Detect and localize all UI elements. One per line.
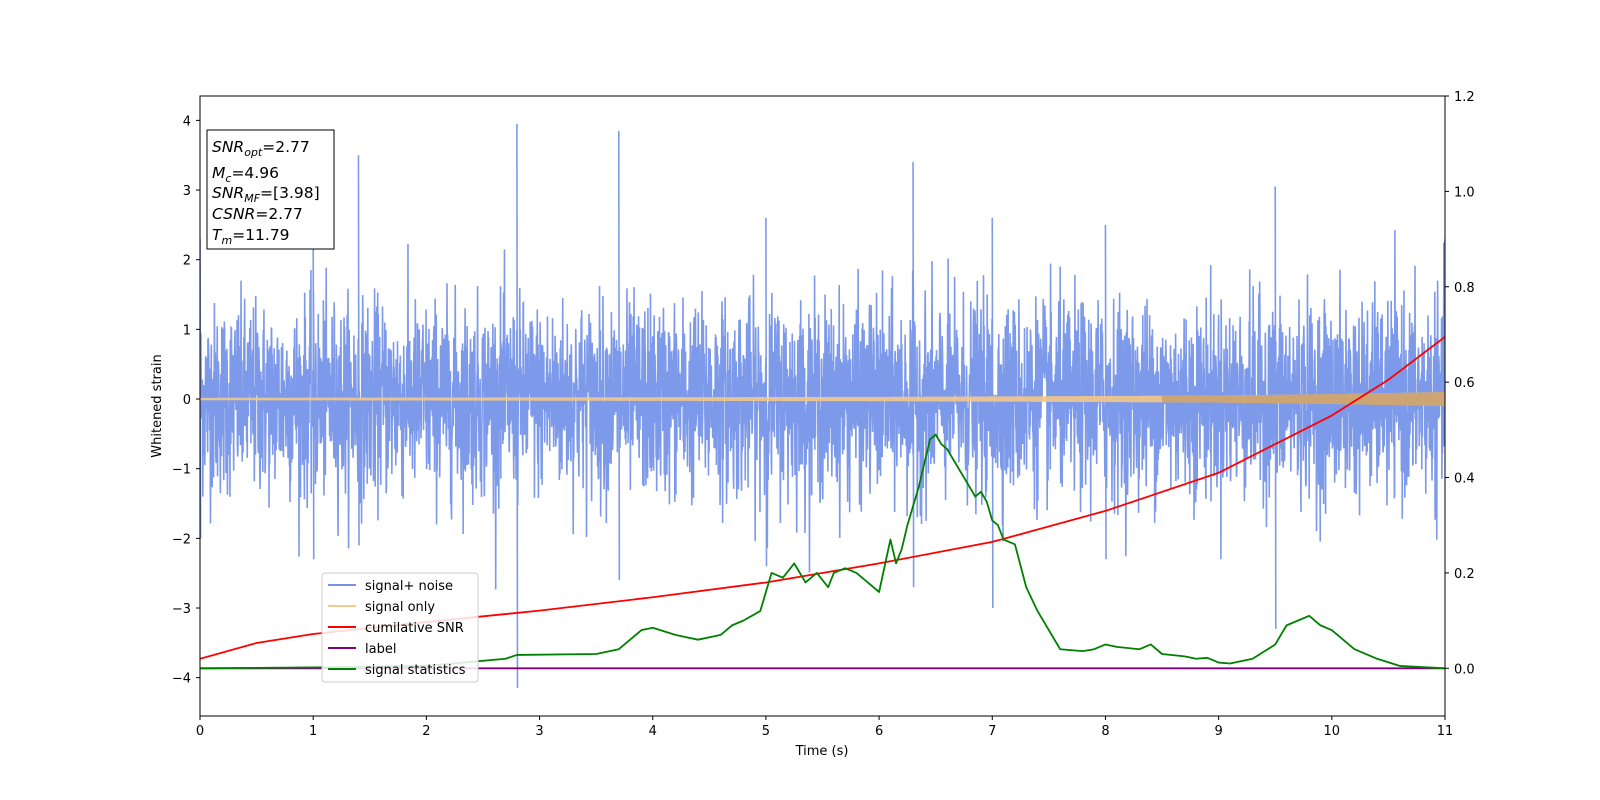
x-tick-label: 1 — [309, 724, 317, 739]
right-y-axis: 1.2 1.0 0.8 0.6 0.4 0.2 0.0 — [1445, 90, 1475, 677]
y-right-tick-label: 1.2 — [1454, 90, 1475, 105]
y-left-tick-label: −1 — [172, 463, 191, 478]
y-left-tick-label: 1 — [183, 323, 191, 338]
y-left-tick-label: −3 — [172, 602, 191, 617]
x-tick-label: 6 — [875, 724, 883, 739]
x-tick-label: 4 — [649, 724, 657, 739]
legend: signal+ noise signal only cumilative SNR… — [321, 572, 479, 683]
signal-band — [1162, 392, 1445, 406]
x-tick-label: 10 — [1324, 724, 1341, 739]
legend-label-stats: signal statistics — [365, 663, 466, 678]
x-tick-label: 11 — [1437, 724, 1454, 739]
y-axis-label: Whitened strain — [150, 354, 165, 457]
plot-frame — [199, 95, 1446, 717]
left-y-axis: 4 3 2 1 0 −1 −2 −3 −4 — [172, 114, 200, 687]
signal-only-series — [200, 392, 1445, 407]
annotation-tm: Tm=11.79 — [212, 226, 290, 247]
legend-label-signal: signal only — [365, 600, 435, 615]
x-tick-label: 3 — [535, 724, 543, 739]
y-right-tick-label: 0.8 — [1454, 281, 1475, 296]
y-left-tick-label: 0 — [183, 393, 191, 408]
x-tick-label: 7 — [988, 724, 996, 739]
y-right-tick-label: 0.6 — [1454, 376, 1475, 391]
x-axis-label: Time (s) — [795, 744, 849, 759]
y-right-tick-label: 0.0 — [1454, 662, 1475, 677]
y-left-tick-label: 2 — [183, 254, 191, 269]
annotation-csnr: CSNR=2.77 — [212, 205, 303, 223]
legend-label-noise: signal+ noise — [365, 579, 453, 594]
y-right-tick-label: 0.2 — [1454, 567, 1475, 582]
annotation-mc: Mc=4.96 — [212, 164, 279, 185]
x-tick-label: 9 — [1214, 724, 1222, 739]
y-right-tick-label: 1.0 — [1454, 185, 1475, 200]
signal-statistics-line — [200, 433, 1445, 670]
y-left-tick-label: 4 — [183, 114, 191, 129]
annotation-snr-opt: SNRopt=2.77 — [212, 138, 310, 159]
x-tick-label: 0 — [196, 724, 204, 739]
signal-statistics-series — [200, 433, 1445, 670]
x-tick-label: 5 — [762, 724, 770, 739]
y-left-tick-label: −4 — [172, 672, 191, 687]
y-left-tick-label: −2 — [172, 532, 191, 547]
x-axis: 0 1 2 3 4 5 6 7 8 9 10 11 — [196, 716, 1453, 739]
annotation-snr-mf: SNRMF=[3.98] — [212, 184, 320, 205]
legend-label-label: label — [365, 642, 396, 657]
y-left-tick-label: 3 — [183, 184, 191, 199]
y-right-tick-label: 0.4 — [1454, 472, 1475, 487]
x-tick-label: 8 — [1101, 724, 1109, 739]
legend-label-csnr: cumilative SNR — [365, 621, 464, 636]
x-tick-label: 2 — [422, 724, 430, 739]
stats-annotation-box: SNRopt=2.77 Mc=4.96 SNRMF=[3.98] CSNR=2.… — [206, 129, 335, 250]
